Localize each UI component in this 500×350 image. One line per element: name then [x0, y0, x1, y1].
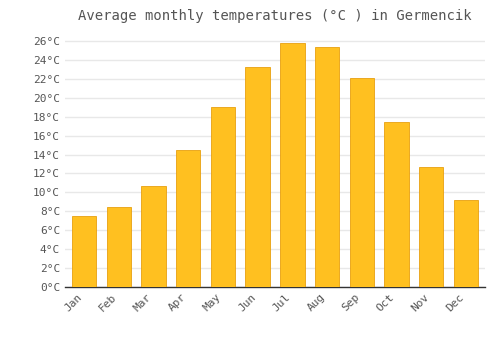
Bar: [454, 200, 478, 287]
Bar: [350, 78, 374, 287]
Bar: [72, 216, 96, 287]
Bar: [315, 47, 339, 287]
Bar: [106, 206, 131, 287]
Bar: [211, 107, 235, 287]
Bar: [419, 167, 444, 287]
Bar: [142, 186, 166, 287]
Title: Average monthly temperatures (°C ) in Germencik: Average monthly temperatures (°C ) in Ge…: [78, 9, 472, 23]
Bar: [176, 150, 201, 287]
Bar: [246, 66, 270, 287]
Bar: [384, 122, 408, 287]
Bar: [280, 43, 304, 287]
